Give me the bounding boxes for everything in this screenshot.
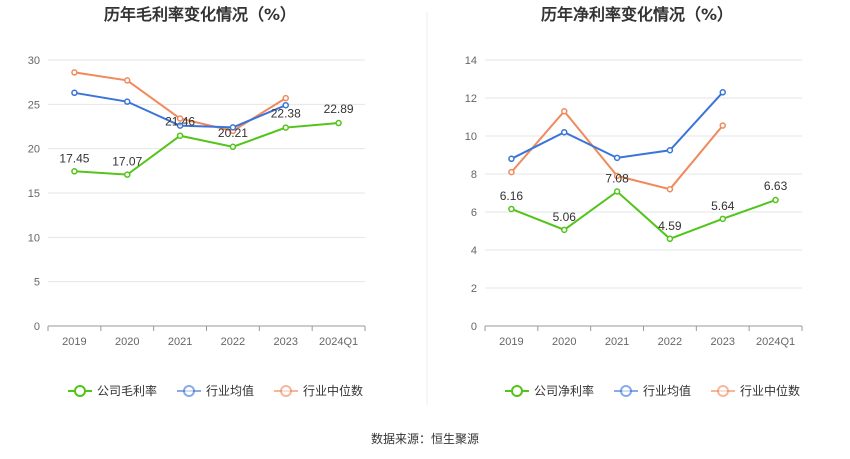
x-tick-label: 2019 [62,336,86,348]
source-note: 数据来源：恒生聚源 [371,431,479,446]
y-tick-label: 0 [34,321,40,333]
x-tick-label: 2024Q1 [756,336,795,348]
data-point [176,115,184,122]
data-label: 21.46 [165,115,195,129]
data-point [719,122,726,129]
legend-label: 公司净利率 [534,383,594,398]
x-tick-label: 2020 [115,336,139,348]
y-tick-label: 25 [28,99,40,111]
data-point [561,226,568,234]
data-label: 22.89 [324,102,354,116]
legend-marker [511,385,523,397]
legend-marker [74,385,86,397]
chart-title: 历年净利率变化情况（%） [541,5,733,24]
legend-label: 行业中位数 [740,383,800,398]
data-point [71,168,78,175]
data-point [508,205,515,213]
y-tick-label: 30 [28,55,40,67]
y-tick-label: 20 [28,144,40,156]
data-point [71,89,78,97]
data-point [613,172,621,180]
data-label: 5.64 [711,199,735,213]
chart-1: 历年毛利率变化情况（%） 0 5 10 15 20 25 30 2019 2020 2021 2022… [28,5,366,398]
x-tick-label: 2019 [499,336,523,348]
y-tick-label: 10 [465,131,477,143]
data-label: 5.06 [553,210,577,224]
data-point [229,124,237,131]
data-point [124,171,131,178]
data-label: 6.63 [764,179,788,193]
y-tick-label: 5 [34,277,40,289]
legend-marker [183,385,195,397]
data-label: 4.59 [658,219,682,233]
legend-marker [620,385,632,397]
y-tick-label: 15 [28,188,40,200]
chart-title: 历年毛利率变化情况（%） [104,5,296,24]
legend-item-2[interactable]: 行业均值 [614,383,691,398]
legend-label: 行业均值 [643,383,691,398]
series-line-2 [510,91,724,160]
data-label: 22.38 [271,107,301,121]
series-line-1 [74,122,339,176]
data-point [561,108,568,115]
legend-item-3[interactable]: 行业中位数 [711,383,800,398]
legend-item-2[interactable]: 行业均值 [177,383,254,398]
y-tick-label: 4 [471,245,477,257]
data-point [176,132,184,139]
legend-item-1[interactable]: 公司净利率 [505,383,594,398]
legend-label: 行业中位数 [303,383,363,398]
data-label: 7.08 [605,171,629,185]
legend-label: 公司毛利率 [97,383,157,398]
data-point [666,185,674,193]
data-point [124,77,131,84]
data-point [772,196,779,204]
y-tick-label: 0 [471,321,477,333]
data-point [508,168,515,176]
data-point [613,154,621,162]
legend-item-1[interactable]: 公司毛利率 [68,383,157,398]
y-tick-label: 10 [28,232,40,244]
data-point [71,69,78,76]
data-point [613,188,621,195]
data-point [282,94,289,102]
y-tick-label: 6 [471,207,477,219]
legend-marker [717,385,729,397]
x-tick-label: 2021 [168,336,192,348]
y-tick-label: 14 [465,55,477,67]
x-tick-label: 2023 [711,336,735,348]
y-tick-label: 2 [471,283,477,295]
data-point [282,124,289,131]
legend-marker [280,385,292,397]
data-point [176,122,184,129]
x-tick-label: 2022 [658,336,682,348]
data-point [719,215,726,223]
x-tick-label: 2021 [605,336,629,348]
x-tick-label: 2022 [221,336,245,348]
data-point [335,119,342,127]
series-line-1 [511,190,776,240]
data-point [124,98,131,105]
data-point [666,235,674,243]
data-label: 20.21 [218,126,248,140]
data-point [282,101,289,109]
y-tick-label: 12 [465,93,477,105]
data-point [666,147,674,154]
legend-item-3[interactable]: 行业中位数 [274,383,363,398]
data-point [508,155,515,163]
data-point [561,128,568,136]
data-label: 17.45 [59,151,89,165]
chart-2: 历年净利率变化情况（%） 0 2 4 6 8 10 12 14 2019 2020 2021 2022 2… [465,5,803,398]
data-point [229,143,237,151]
legend-label: 行业均值 [206,383,254,398]
data-label: 17.07 [112,155,142,169]
x-tick-label: 2023 [274,336,298,348]
data-point [719,89,726,96]
data-label: 6.16 [500,189,524,203]
y-tick-label: 8 [471,169,477,181]
x-tick-label: 2024Q1 [319,336,358,348]
x-tick-label: 2020 [552,336,576,348]
